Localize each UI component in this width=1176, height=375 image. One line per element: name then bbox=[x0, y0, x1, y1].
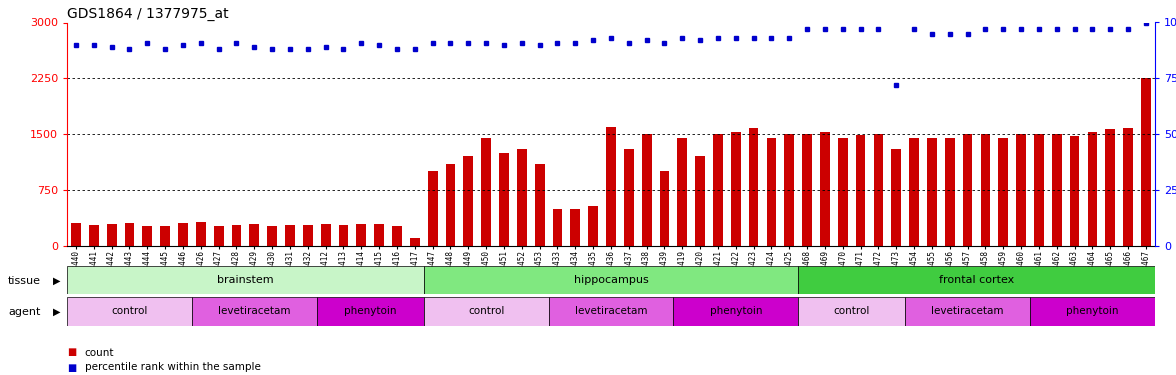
Text: control: control bbox=[112, 306, 148, 316]
Bar bbox=[944, 138, 955, 246]
Text: percentile rank within the sample: percentile rank within the sample bbox=[85, 363, 261, 372]
Bar bbox=[192, 297, 316, 326]
Bar bbox=[321, 224, 330, 246]
Bar bbox=[642, 134, 652, 246]
Bar bbox=[1070, 135, 1080, 246]
Bar bbox=[623, 149, 634, 246]
Text: brainstem: brainstem bbox=[218, 275, 274, 285]
Bar bbox=[1030, 297, 1155, 326]
Bar bbox=[730, 132, 741, 246]
Bar bbox=[316, 297, 423, 326]
Bar bbox=[463, 156, 473, 246]
Bar bbox=[998, 138, 1008, 246]
Bar bbox=[767, 138, 776, 246]
Text: ▶: ▶ bbox=[53, 276, 60, 285]
Text: count: count bbox=[85, 348, 114, 357]
Bar bbox=[71, 223, 81, 246]
Bar bbox=[1051, 134, 1062, 246]
Bar bbox=[535, 164, 544, 246]
Bar bbox=[423, 297, 548, 326]
Bar bbox=[1123, 128, 1132, 246]
Bar bbox=[303, 225, 313, 246]
Bar bbox=[588, 206, 599, 246]
Text: agent: agent bbox=[8, 307, 41, 317]
Bar bbox=[837, 138, 848, 246]
Bar bbox=[1034, 134, 1044, 246]
Text: control: control bbox=[834, 306, 870, 316]
Bar bbox=[214, 225, 223, 246]
Bar bbox=[891, 149, 901, 246]
Bar bbox=[423, 266, 799, 294]
Bar bbox=[749, 128, 759, 246]
Text: ■: ■ bbox=[67, 363, 76, 372]
Bar bbox=[89, 225, 99, 246]
Bar bbox=[784, 134, 794, 246]
Bar bbox=[553, 209, 562, 246]
Bar bbox=[874, 134, 883, 246]
Bar bbox=[570, 209, 580, 246]
Text: GDS1864 / 1377975_at: GDS1864 / 1377975_at bbox=[67, 8, 228, 21]
Bar bbox=[713, 134, 723, 246]
Bar bbox=[67, 297, 192, 326]
Text: levetiracetam: levetiracetam bbox=[218, 306, 290, 316]
Bar bbox=[142, 225, 152, 246]
Bar bbox=[249, 224, 259, 246]
Bar bbox=[196, 222, 206, 246]
Bar bbox=[799, 297, 906, 326]
Text: levetiracetam: levetiracetam bbox=[575, 306, 647, 316]
Bar bbox=[1088, 132, 1097, 246]
Bar bbox=[856, 135, 866, 246]
Text: control: control bbox=[468, 306, 505, 316]
Text: levetiracetam: levetiracetam bbox=[931, 306, 1004, 316]
Bar bbox=[67, 266, 423, 294]
Bar bbox=[178, 224, 188, 246]
Bar bbox=[1105, 129, 1115, 246]
Bar bbox=[160, 226, 171, 246]
Bar bbox=[267, 226, 278, 246]
Bar bbox=[392, 226, 402, 246]
Text: hippocampus: hippocampus bbox=[574, 275, 648, 285]
Text: frontal cortex: frontal cortex bbox=[938, 275, 1014, 285]
Bar bbox=[548, 297, 674, 326]
Bar bbox=[428, 171, 437, 246]
Bar bbox=[606, 127, 616, 246]
Bar bbox=[909, 138, 918, 246]
Bar bbox=[1141, 78, 1151, 246]
Bar bbox=[660, 171, 669, 246]
Text: phenytoin: phenytoin bbox=[709, 306, 762, 316]
Bar bbox=[107, 224, 116, 246]
Bar bbox=[125, 224, 134, 246]
Bar bbox=[339, 225, 348, 246]
Bar bbox=[677, 138, 687, 246]
Bar bbox=[981, 134, 990, 246]
Bar bbox=[374, 224, 385, 246]
Bar bbox=[410, 238, 420, 246]
Bar bbox=[499, 153, 509, 246]
Text: ■: ■ bbox=[67, 348, 76, 357]
Bar bbox=[802, 134, 811, 246]
Bar bbox=[232, 225, 241, 246]
Text: phenytoin: phenytoin bbox=[343, 306, 396, 316]
Text: tissue: tissue bbox=[8, 276, 41, 285]
Bar bbox=[1016, 134, 1025, 246]
Text: phenytoin: phenytoin bbox=[1067, 306, 1118, 316]
Bar bbox=[963, 134, 973, 246]
Bar bbox=[674, 297, 799, 326]
Bar bbox=[481, 138, 492, 246]
Bar bbox=[906, 297, 1030, 326]
Bar bbox=[285, 225, 295, 246]
Bar bbox=[517, 149, 527, 246]
Bar bbox=[695, 156, 704, 246]
Bar bbox=[820, 132, 830, 246]
Bar bbox=[799, 266, 1155, 294]
Text: ▶: ▶ bbox=[53, 307, 60, 317]
Bar bbox=[927, 138, 937, 246]
Bar bbox=[356, 224, 366, 246]
Bar bbox=[446, 164, 455, 246]
